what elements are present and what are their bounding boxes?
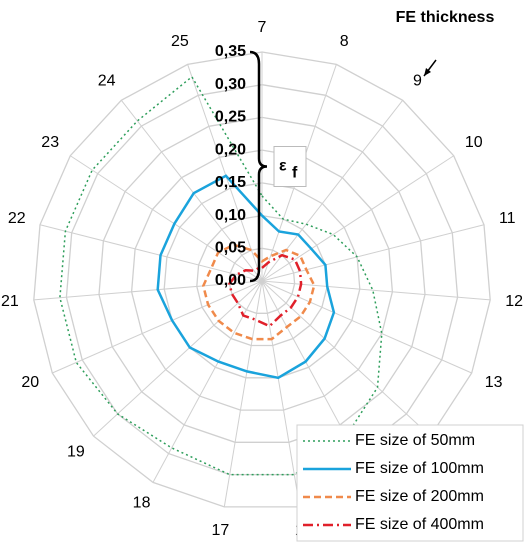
category-label: 11 — [499, 210, 516, 227]
spoke — [261, 155, 454, 282]
category-label: 7 — [258, 19, 267, 36]
grid-ring — [228, 247, 296, 314]
radial-tick-label: 0,35 — [215, 43, 246, 60]
category-label: 10 — [465, 134, 483, 151]
radial-tick-label: 0,10 — [215, 207, 246, 224]
spoke — [187, 64, 263, 282]
category-label: 23 — [41, 134, 59, 151]
spoke — [33, 280, 263, 301]
axis-symbol-subscript: f — [292, 165, 298, 182]
spoke — [52, 280, 263, 374]
category-label: 19 — [67, 444, 85, 461]
radial-tick-label: 0,20 — [215, 141, 246, 158]
spoke — [120, 99, 263, 282]
category-label: 9 — [413, 73, 422, 90]
grid-ring — [98, 116, 426, 443]
category-label: 24 — [98, 73, 116, 90]
spoke — [261, 280, 431, 437]
category-label: 8 — [340, 33, 349, 50]
spoke — [70, 155, 263, 282]
radial-tick-label: 0,30 — [215, 76, 246, 93]
grid-ring — [33, 51, 491, 508]
spoke — [39, 224, 263, 282]
category-label: 12 — [505, 293, 523, 310]
annotation: FE thickness — [396, 9, 495, 26]
legend-box — [296, 424, 524, 542]
spoke — [261, 280, 472, 374]
category-label: 21 — [1, 293, 19, 310]
spoke — [261, 224, 485, 282]
category-label: 22 — [8, 210, 26, 227]
axis-bracket — [249, 50, 268, 283]
legend-label: FE size of 400mm — [355, 516, 484, 533]
grid-ring — [130, 149, 394, 411]
axis-symbol: ε — [279, 158, 287, 175]
series-line — [201, 243, 316, 341]
spoke — [93, 280, 263, 437]
spoke — [261, 280, 301, 507]
spoke — [261, 99, 404, 282]
grid-ring — [163, 182, 361, 379]
radial-tick-label: 0,15 — [215, 174, 246, 191]
legend-label: FE size of 200mm — [355, 488, 484, 505]
category-label: 13 — [485, 374, 503, 391]
legend-label: FE size of 50mm — [355, 432, 475, 449]
radial-tick-label: 0,05 — [215, 240, 246, 257]
annotation-arrowhead — [424, 68, 431, 76]
category-label: 18 — [133, 495, 151, 512]
series-line — [156, 174, 336, 380]
category-label: 25 — [171, 33, 189, 50]
grid-ring — [196, 214, 328, 347]
series-line — [59, 75, 383, 476]
category-label: 17 — [211, 522, 229, 539]
series-line — [228, 253, 303, 328]
spoke — [223, 280, 263, 507]
category-label: 20 — [21, 374, 39, 391]
radial-tick-label: 0,25 — [215, 109, 246, 126]
legend-label: FE size of 100mm — [355, 460, 484, 477]
radial-tick-label: 0,00 — [215, 272, 246, 289]
symbol-box — [273, 146, 307, 187]
